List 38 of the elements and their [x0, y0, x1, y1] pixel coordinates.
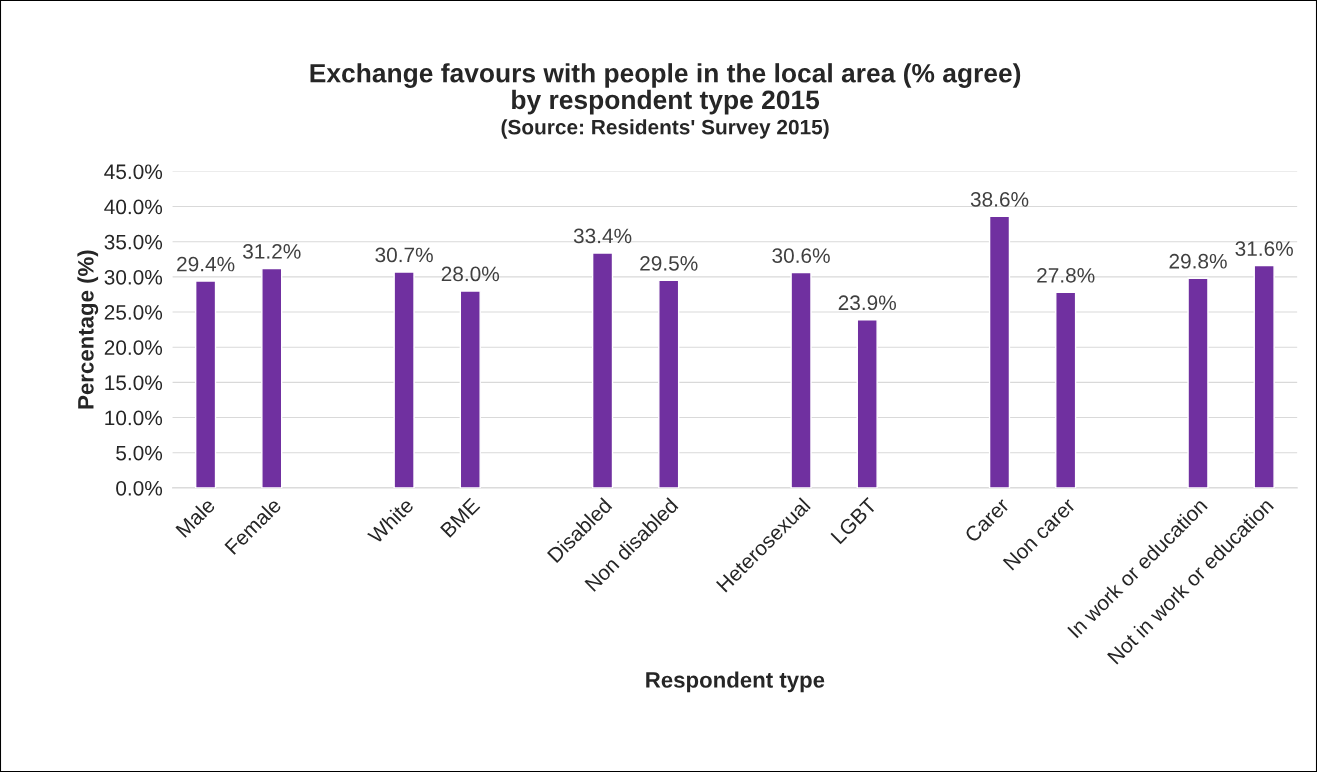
chart-title: Exchange favours with people in the local area (% agree) by respondent type 2015 [310, 63, 1021, 115]
bar [790, 271, 812, 488]
data-label: 23.9% [838, 295, 896, 311]
y-tick-label: 15.0% [105, 375, 163, 391]
data-label: 33.4% [573, 228, 632, 244]
bar [1187, 277, 1209, 488]
bar [194, 280, 217, 488]
chart-subtitle: (Source: Residents' Survey 2015) [501, 119, 829, 139]
x-axis-title: Respondent type [646, 671, 825, 693]
data-label: 29.8% [1169, 253, 1227, 269]
y-tick-label: 5.0% [116, 445, 163, 461]
data-label: 27.8% [1037, 267, 1095, 283]
bar [1253, 264, 1275, 488]
data-label: 29.5% [640, 255, 698, 271]
y-tick-label: 35.0% [104, 234, 163, 250]
y-tick-label: 25.0% [104, 305, 163, 320]
data-label: 28.0% [441, 266, 500, 282]
data-label: 31.2% [243, 244, 301, 259]
bar [459, 290, 481, 488]
y-tick-label: 45.0% [104, 164, 163, 180]
bar [1055, 291, 1077, 488]
bar [393, 271, 415, 488]
data-label: 38.6% [970, 191, 1029, 207]
data-label: 31.6% [1235, 241, 1293, 256]
bar [856, 319, 878, 488]
data-label: 29.4% [177, 256, 235, 272]
y-tick-label: 20.0% [104, 340, 163, 355]
bar [988, 215, 1011, 488]
y-axis-title: Percentage (%) [77, 250, 99, 409]
y-tick-label: 0.0% [116, 480, 163, 496]
y-tick-label: 40.0% [104, 199, 163, 215]
y-tick-label: 30.0% [104, 269, 163, 285]
data-label: 30.7% [375, 247, 433, 263]
y-tick-label: 10.0% [105, 410, 163, 426]
bar [658, 279, 680, 488]
bar [591, 252, 614, 488]
data-label: 30.6% [772, 248, 830, 263]
bar [261, 267, 283, 488]
